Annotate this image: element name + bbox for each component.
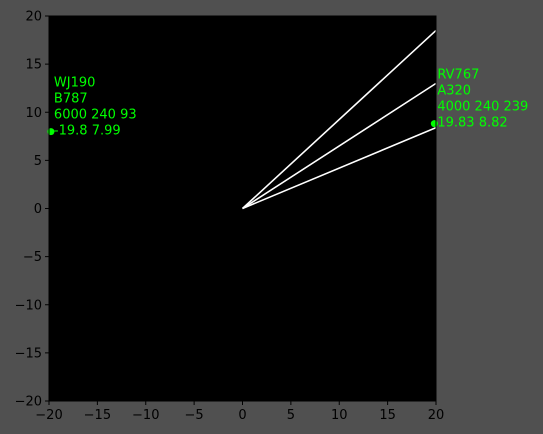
y-tick-label-7: −10 [15,298,42,313]
aircraft-1-label-4: -19.8 7.99 [54,124,121,139]
y-tick-label-6: −5 [23,250,42,265]
aircraft-2-label-1: RV767 [437,68,479,83]
x-tick-label-3: −10 [132,408,159,423]
aircraft-1-label-2: B787 [54,92,88,107]
aircraft-2-label-3: 4000 240 239 [437,100,528,115]
heading-line-1 [241,29,437,210]
x-tick-label-6: 5 [287,408,295,423]
aircraft-1-label-1: WJ190 [54,76,96,91]
aircraft-2-label-4: 19.83 8.82 [437,116,507,131]
x-tick-label-5: 0 [238,408,246,423]
heading-line-2 [242,82,437,210]
y-tick-label-3: 10 [25,106,42,121]
y-tick-label-9: −20 [15,395,42,410]
heading-line-3 [242,126,437,210]
y-tick-label-4: 5 [34,154,42,169]
lines-layer [241,29,437,210]
aircraft-2-label-2: A320 [437,84,471,99]
axes-layer: −20 −15 −10 −5 0 5 10 15 20 20 15 10 5 0 −5 −10 −15 −20 [15,10,445,424]
y-tick-label-1: 20 [25,10,42,25]
y-tick-label-8: −15 [15,346,42,361]
x-tick-label-4: −5 [185,408,204,423]
x-tick-label-7: 10 [331,408,348,423]
x-tick-label-2: −15 [84,408,111,423]
x-tick-label-9: 20 [428,408,445,423]
aircraft-1-label-3: 6000 240 93 [54,108,137,123]
x-tick-label-8: 15 [379,408,396,423]
x-tick-label-1: −20 [35,408,62,423]
y-tick-label-2: 15 [25,58,42,73]
y-tick-label-5: 0 [34,202,42,217]
